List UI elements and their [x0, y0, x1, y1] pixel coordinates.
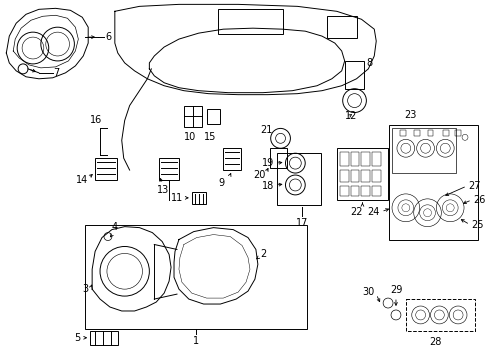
Text: 12: 12 — [344, 111, 356, 121]
Text: 10: 10 — [183, 132, 196, 142]
Text: 17: 17 — [295, 218, 308, 228]
Bar — [336, 148, 387, 200]
Bar — [350, 170, 359, 182]
Text: 4: 4 — [112, 222, 118, 231]
Bar — [361, 152, 369, 166]
Bar — [361, 170, 369, 182]
Bar — [443, 130, 448, 136]
Bar — [90, 331, 118, 345]
Bar — [276, 153, 320, 205]
Bar — [339, 152, 348, 166]
Text: 13: 13 — [157, 185, 169, 195]
Text: 2: 2 — [259, 249, 265, 260]
Bar — [269, 148, 287, 168]
Bar — [191, 192, 205, 204]
Bar — [339, 170, 348, 182]
Text: 29: 29 — [389, 285, 401, 295]
Bar — [405, 299, 474, 331]
Text: 24: 24 — [366, 207, 378, 217]
Text: 3: 3 — [82, 284, 88, 294]
Text: 11: 11 — [170, 193, 183, 203]
Bar — [413, 130, 419, 136]
Text: 19: 19 — [262, 158, 274, 168]
Bar — [183, 105, 201, 127]
Text: 5: 5 — [74, 333, 80, 343]
Bar — [95, 158, 117, 180]
Bar — [218, 9, 282, 34]
Text: 16: 16 — [90, 116, 102, 126]
Text: 15: 15 — [203, 132, 216, 142]
Text: 25: 25 — [470, 220, 483, 230]
Text: 8: 8 — [366, 58, 372, 68]
Text: 1: 1 — [192, 336, 199, 346]
Bar — [339, 186, 348, 196]
Text: 6: 6 — [105, 32, 111, 42]
Text: 22: 22 — [349, 207, 362, 217]
Bar — [159, 158, 179, 180]
Bar — [350, 152, 359, 166]
Text: 23: 23 — [404, 111, 416, 121]
Text: 26: 26 — [472, 195, 484, 205]
Bar — [391, 129, 455, 173]
Text: 27: 27 — [467, 181, 480, 191]
Bar — [388, 125, 477, 239]
Text: 9: 9 — [218, 178, 224, 188]
Bar — [326, 16, 356, 38]
Text: 20: 20 — [253, 170, 265, 180]
Bar — [371, 152, 380, 166]
Bar — [399, 130, 405, 136]
Bar — [427, 130, 432, 136]
Bar — [361, 186, 369, 196]
Text: 7: 7 — [54, 68, 60, 78]
Bar — [371, 170, 380, 182]
Bar — [206, 109, 220, 125]
Text: 28: 28 — [428, 337, 441, 347]
Bar — [223, 148, 241, 170]
Bar — [454, 130, 460, 136]
Text: 30: 30 — [361, 287, 373, 297]
Bar — [344, 61, 364, 89]
Bar — [85, 225, 306, 329]
Bar — [371, 186, 380, 196]
Bar — [350, 186, 359, 196]
Text: 14: 14 — [76, 175, 88, 185]
Text: 21: 21 — [260, 125, 272, 135]
Text: 18: 18 — [262, 181, 274, 191]
